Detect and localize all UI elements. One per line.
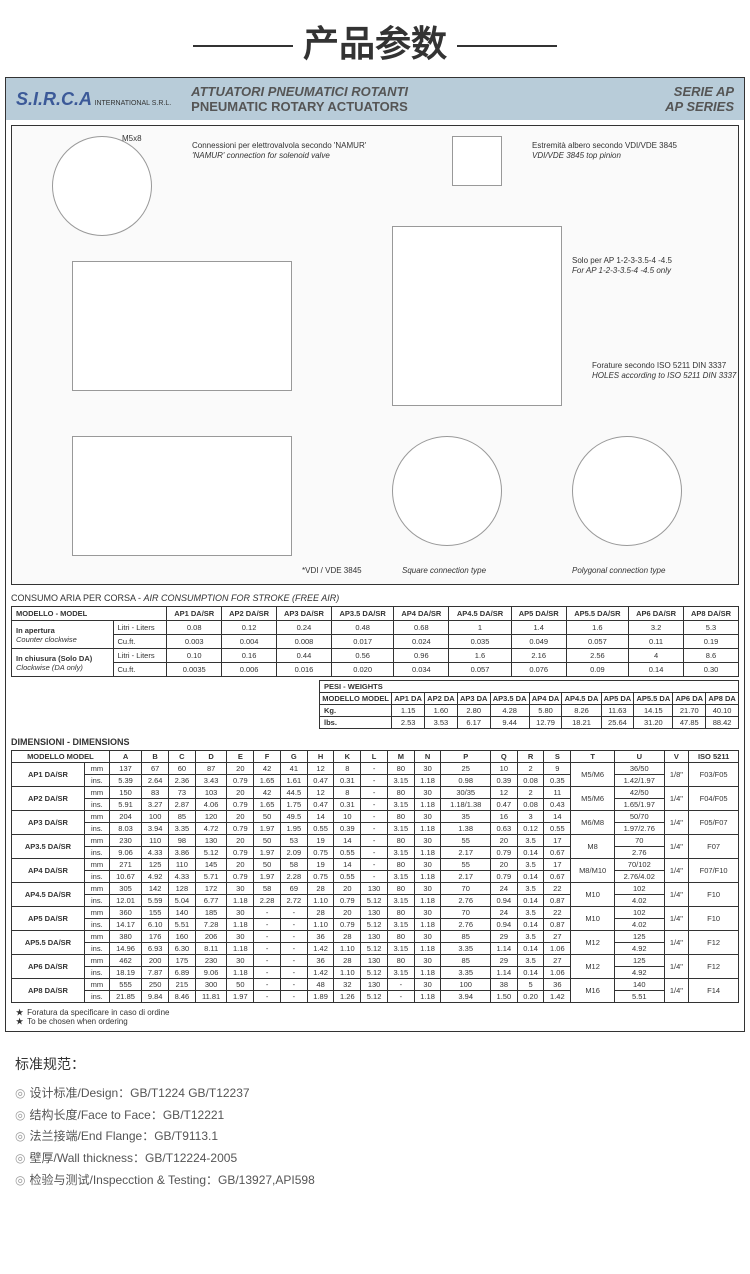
spec-item: ◎壁厚/Wall thickness：GB/T12224-2005 (15, 1148, 735, 1170)
spec-item: ◎设计标准/Design：GB/T1224 GB/T12237 (15, 1083, 735, 1105)
table-row: AP3.5 DA/SRmm230110981302050531914-80305… (12, 835, 739, 847)
footnotes: ★Foratura da specificare in caso di ordi… (16, 1008, 734, 1026)
table-row: AP8 DA/SRmm55525021530050--4832130-30100… (12, 979, 739, 991)
spec-item: ◎结构长度/Face to Face：GB/T12221 (15, 1105, 735, 1127)
air-section-title: CONSUMO ARIA PER CORSA - AIR CONSUMPTION… (11, 593, 739, 603)
table-row: AP2 DA/SRmm1508373103204244.5128-803030/… (12, 787, 739, 799)
technical-drawing: M5x8 Connessioni per elettrovalvola seco… (11, 125, 739, 585)
table-row: AP6 DA/SRmm46220017523030--3628130803085… (12, 955, 739, 967)
table-row: AP3 DA/SRmm20410085120205049.51410-80303… (12, 811, 739, 823)
logo: S.I.R.C.A INTERNATIONAL S.R.L. (16, 89, 171, 110)
table-row: AP5 DA/SRmm36015514018530--2820130803070… (12, 907, 739, 919)
spec-item: ◎法兰接端/End Flange：GB/T9113.1 (15, 1126, 735, 1148)
spec-item: ◎检验与测试/Inspecction & Testing：GB/13927,AP… (15, 1170, 735, 1192)
header-title: ATTUATORI PNEUMATICI ROTANTI PNEUMATIC R… (171, 84, 665, 114)
table-row: AP1 DA/SRmm137676087204241128-8030251029… (12, 763, 739, 775)
datasheet: S.I.R.C.A INTERNATIONAL S.R.L. ATTUATORI… (5, 77, 745, 1032)
weights-table: PESI - WEIGHTSMODELLO MODELAP1 DAAP2 DAA… (319, 680, 739, 729)
specs-title: 标准规范： (15, 1052, 735, 1077)
specs-section: 标准规范： ◎设计标准/Design：GB/T1224 GB/T12237◎结构… (15, 1052, 735, 1191)
table-row: AP5.5 DA/SRmm38017616020630--36281308030… (12, 931, 739, 943)
dim-section-title: DIMENSIONI - DIMENSIONS (11, 737, 739, 747)
header-bar: S.I.R.C.A INTERNATIONAL S.R.L. ATTUATORI… (6, 78, 744, 120)
table-row: AP4.5 DA/SRmm305142128172305869282013080… (12, 883, 739, 895)
page-title: 产品参数 (0, 15, 750, 67)
air-consumption-table: MODELLO - MODELAP1 DA/SRAP2 DA/SRAP3 DA/… (11, 606, 739, 677)
dimensions-table: MODELLO MODELABCDEFGHKLMNPQRSTUVISO 5211… (11, 750, 739, 1003)
table-row: AP4 DA/SRmm2711251101452050581914-803055… (12, 859, 739, 871)
header-series: SERIE AP AP SERIES (665, 84, 734, 114)
